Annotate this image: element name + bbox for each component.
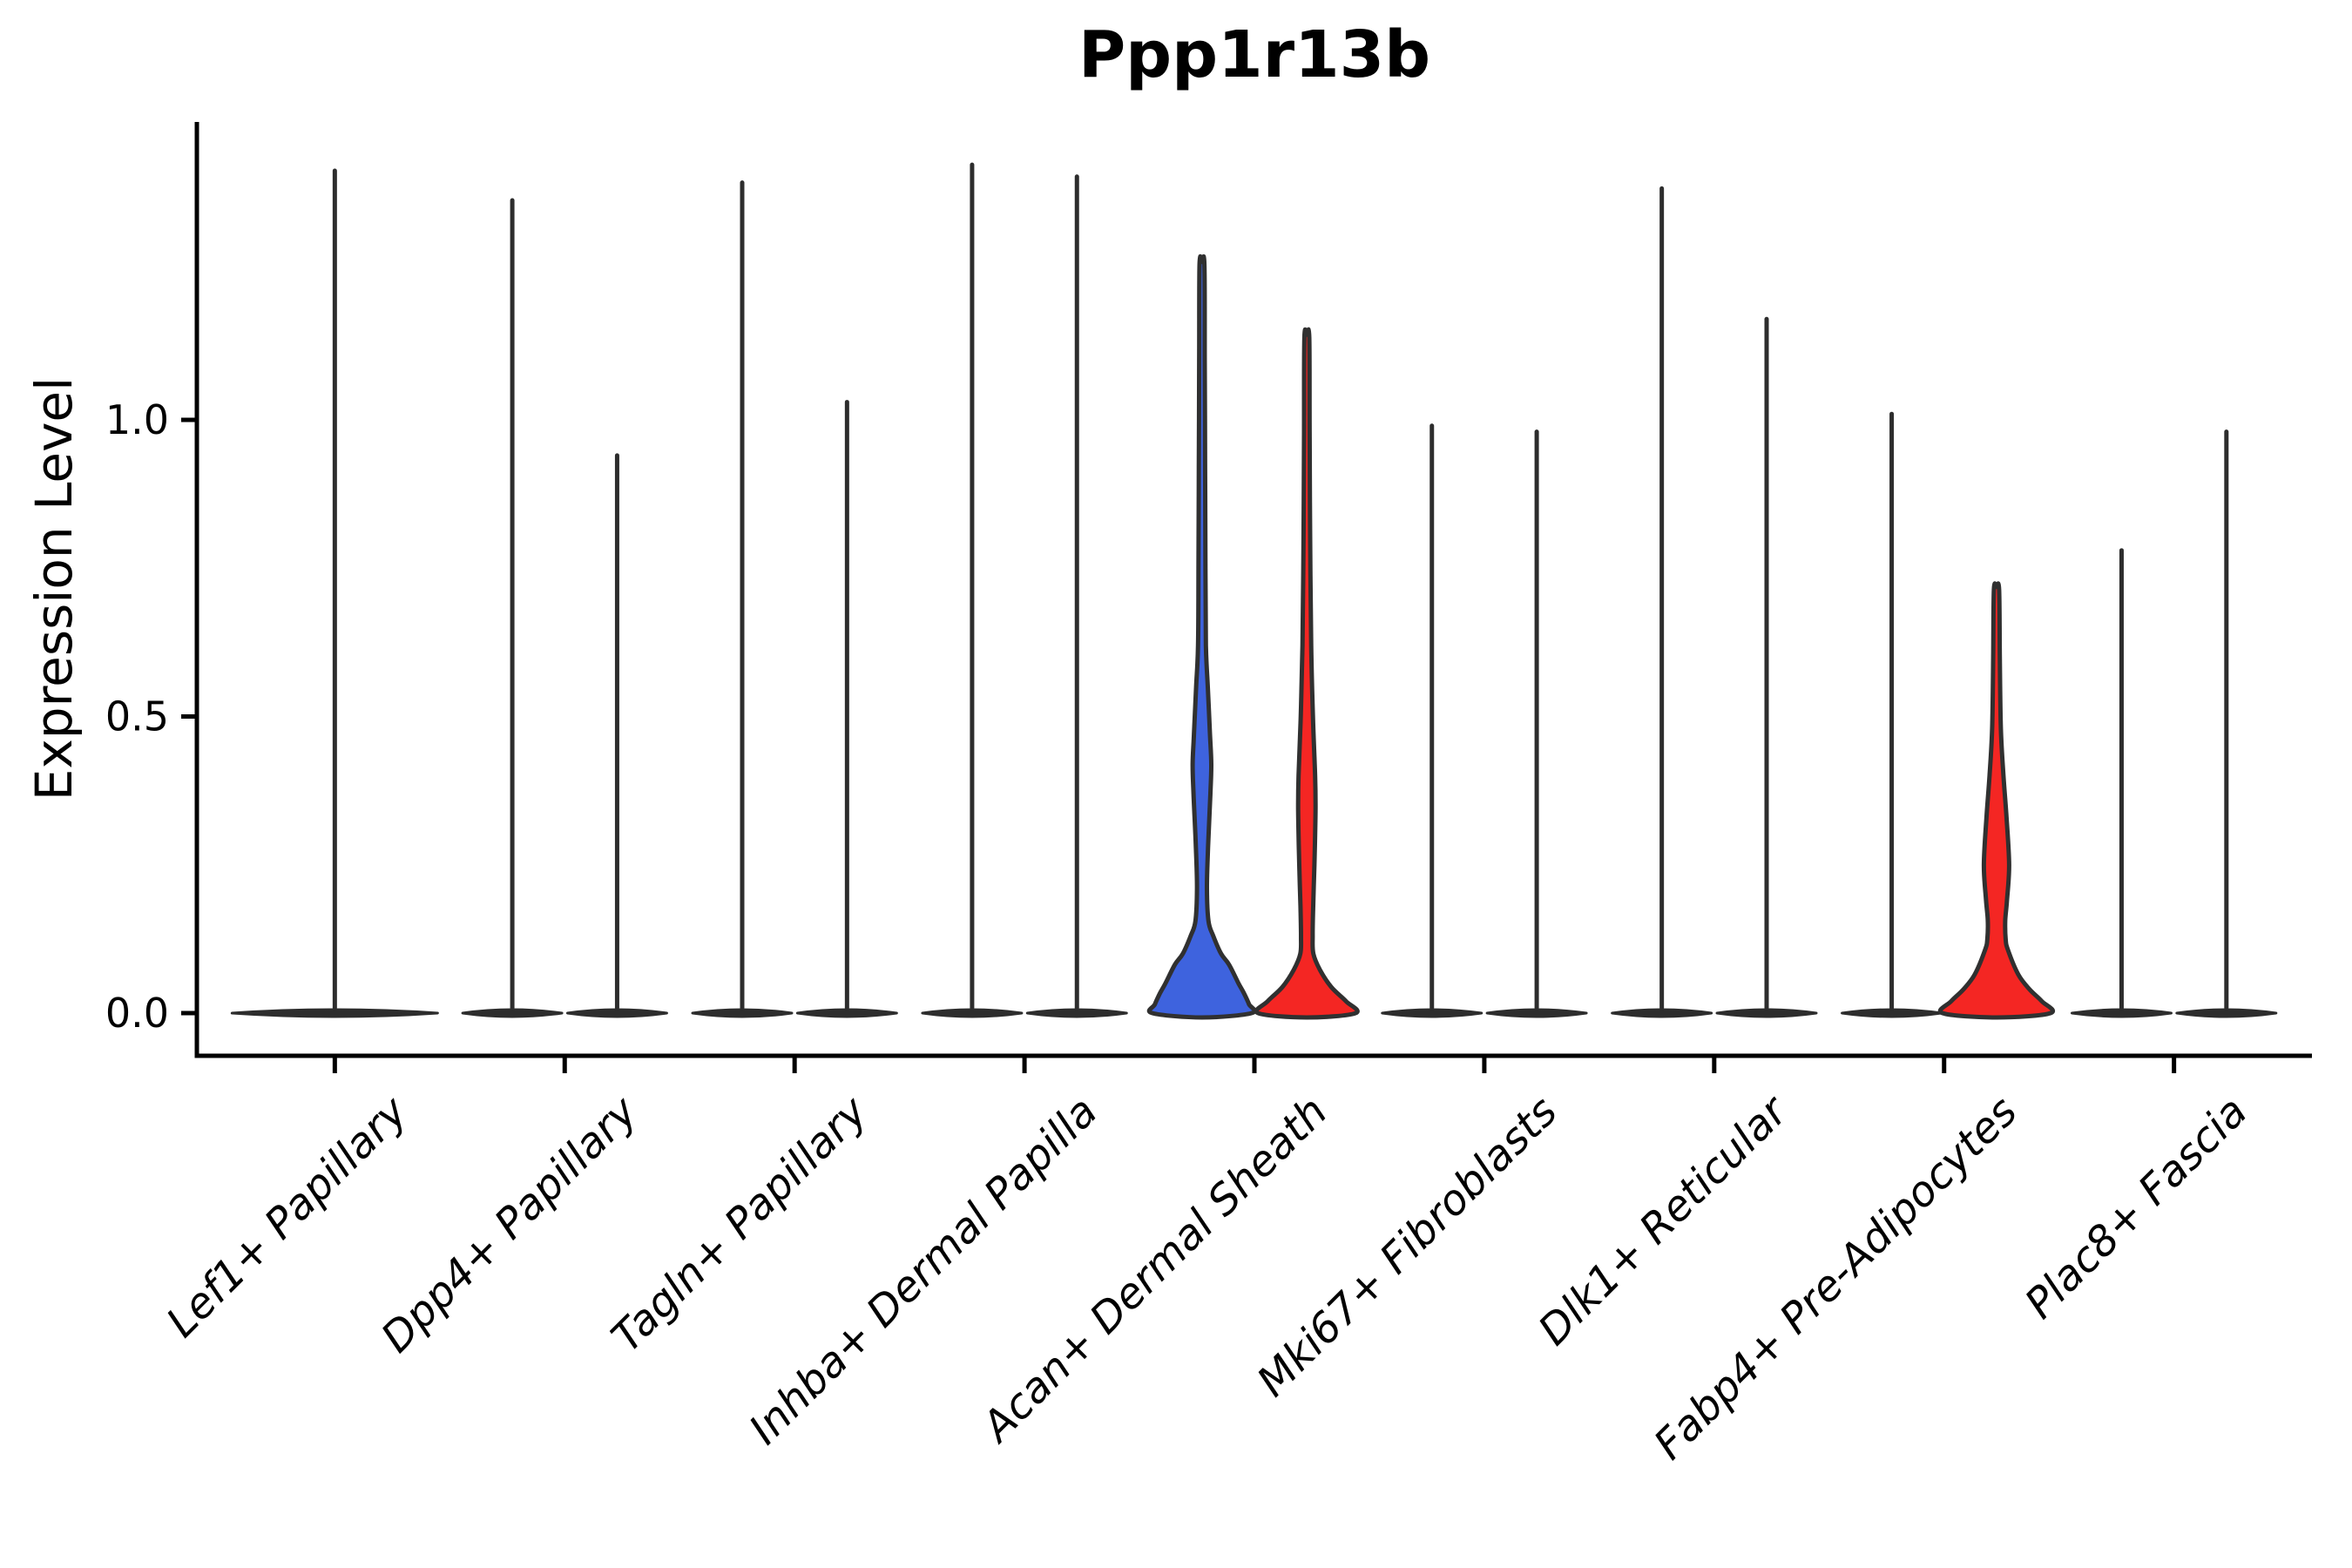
violin-dpp4-papillary-right-base [565, 1008, 668, 1018]
violin-plac8-fascia-right-base [2175, 1008, 2278, 1018]
violin-dlk1-reticular-right-base [1715, 1008, 1818, 1018]
violin-inhba-dermal-papilla-left-base [921, 1008, 1024, 1018]
violin-dpp4-papillary-left-base [461, 1008, 564, 1018]
violin-mki67-fibroblasts-left-base [1381, 1008, 1484, 1018]
violin-lef1-papillary-full-base [230, 1008, 439, 1018]
violin-fabp4-pre-adipocytes-right [1937, 581, 2056, 1020]
y-tick-label: 0.5 [105, 693, 169, 740]
violin-plac8-fascia-left-base [2070, 1008, 2173, 1018]
violin-dlk1-reticular-left-base [1611, 1008, 1713, 1018]
violin-acan-dermal-sheath-left [1146, 253, 1257, 1020]
violin-acan-dermal-sheath-right [1254, 327, 1360, 1020]
violin-inhba-dermal-papilla-right-base [1025, 1008, 1128, 1018]
y-tick-label: 0.0 [105, 990, 169, 1037]
violin-tagln-papillary-right-base [795, 1008, 898, 1018]
violin-tagln-papillary-left-base [691, 1008, 794, 1018]
chart-title: Ppp1r13b [1078, 17, 1431, 92]
violin-fabp4-pre-adipocytes-left-base [1841, 1008, 1943, 1018]
y-tick-label: 1.0 [105, 396, 169, 443]
violin-mki67-fibroblasts-right-base [1485, 1008, 1588, 1018]
